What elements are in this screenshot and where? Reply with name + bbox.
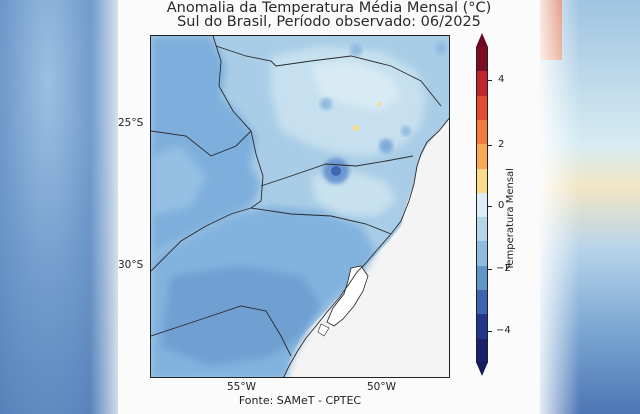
anomaly-map — [150, 35, 450, 378]
lat-label-25s: 25°S — [118, 117, 144, 129]
blurred-background-right — [540, 0, 640, 414]
colorbar-under-triangle — [476, 362, 488, 376]
colorbar-label: Temperatura Mensal — [505, 168, 516, 270]
colorbar-segment — [476, 314, 488, 340]
colorbar-tick-4: 4 — [498, 74, 505, 85]
map-title: Anomalia da Temperatura Média Mensal (°C… — [166, 0, 492, 16]
map-graphic — [151, 36, 449, 377]
blurred-background-left — [0, 0, 120, 414]
map-subtitle: Sul do Brasil, Período observado: 06/202… — [177, 14, 481, 30]
colorbar-segment — [476, 95, 488, 121]
colorbar-segment — [476, 217, 488, 242]
colorbar-segment — [476, 119, 488, 145]
colorbar-segment — [476, 290, 488, 315]
lat-label-30s: 30°S — [118, 259, 144, 271]
colorbar — [476, 47, 488, 364]
colorbar-segment — [476, 192, 488, 218]
colorbar-segment — [476, 265, 488, 291]
colorbar-segment — [476, 47, 488, 72]
lon-label-50w: 50°W — [367, 381, 396, 393]
colorbar-over-triangle — [476, 33, 488, 47]
colorbar-tick-neg2: −2 — [496, 263, 511, 274]
colorbar-tick-neg4: −4 — [496, 325, 511, 336]
colorbar-segment — [476, 241, 488, 267]
colorbar-tick-0: 0 — [498, 200, 505, 211]
source-label: Fonte: SAMeT - CPTEC — [238, 394, 362, 407]
colorbar-tick-2: 2 — [498, 139, 505, 150]
colorbar-segment — [476, 168, 488, 194]
colorbar-segment — [476, 71, 488, 97]
colorbar-segment — [476, 338, 488, 364]
lon-label-55w: 55°W — [227, 381, 256, 393]
colorbar-segment — [476, 144, 488, 170]
